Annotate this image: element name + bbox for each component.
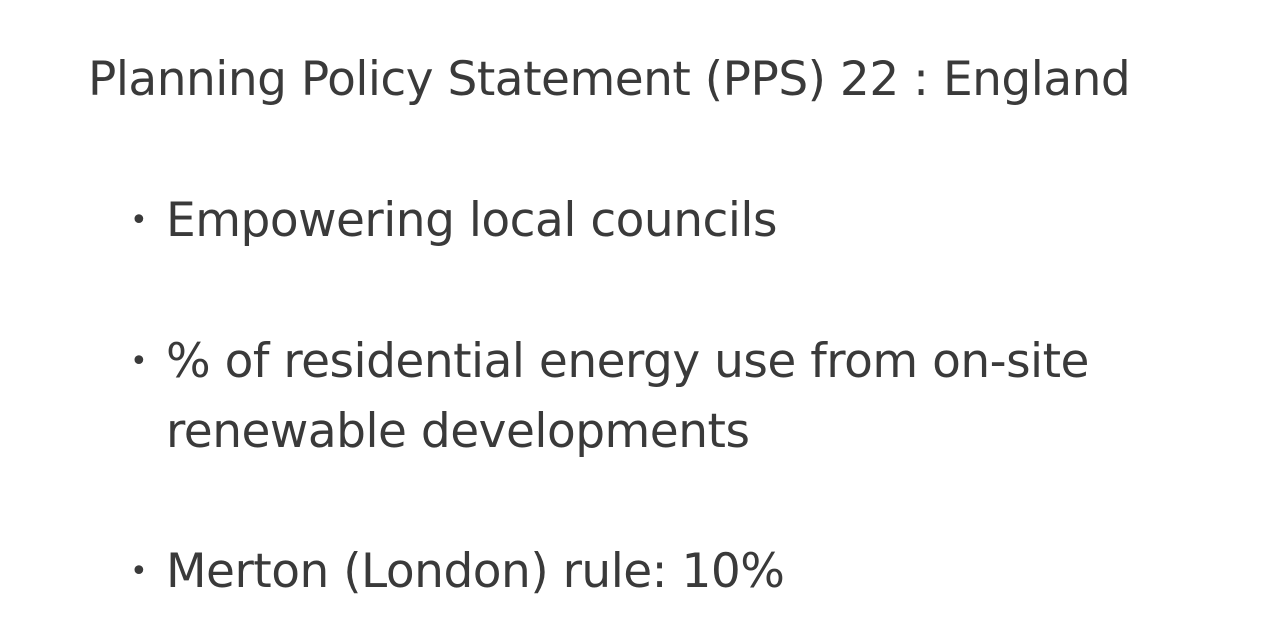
bullet-text: % of residential energy use from on-site… [166,334,1089,459]
bullet-dot-icon: • [130,344,148,379]
bullet-dot-icon: • [130,203,148,238]
bullet-text: Empowering local councils [166,193,777,248]
bullet-item-residential-energy: • % of residential energy use from on-si… [130,327,1180,467]
bullet-text: Merton (London) rule: 10% [166,544,785,599]
bullet-dot-icon: • [130,554,148,589]
slide-title: Planning Policy Statement (PPS) 22 : Eng… [88,52,1131,107]
bullet-item-merton-rule: • Merton (London) rule: 10% [130,537,1180,607]
bullet-item-empowering-councils: • Empowering local councils [130,186,1180,256]
